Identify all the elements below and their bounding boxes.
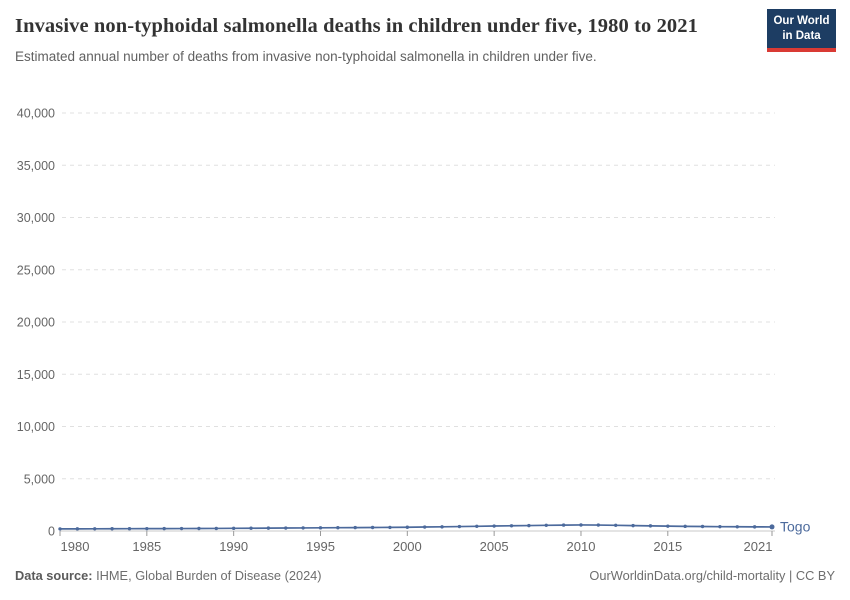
data-point[interactable] (457, 524, 462, 529)
x-tick-label: 2021 (744, 539, 773, 554)
data-point[interactable] (614, 523, 618, 528)
x-tick-label: 2010 (567, 539, 596, 554)
y-tick-label: 30,000 (17, 211, 55, 225)
y-tick-label: 10,000 (17, 420, 55, 434)
data-point[interactable] (769, 524, 775, 530)
chart-footer: Data source: IHME, Global Burden of Dise… (15, 568, 835, 583)
data-point[interactable] (75, 527, 80, 531)
data-source-label: Data source: (15, 568, 93, 583)
data-point[interactable] (127, 527, 132, 531)
chart-title: Invasive non-typhoidal salmonella deaths… (15, 15, 698, 37)
y-tick-label: 25,000 (17, 263, 55, 277)
data-point[interactable] (249, 526, 253, 530)
data-point[interactable] (336, 526, 340, 530)
data-point[interactable] (422, 525, 427, 529)
data-point[interactable] (145, 526, 149, 531)
data-point[interactable] (561, 523, 566, 527)
chart-subtitle: Estimated annual number of deaths from i… (15, 49, 597, 65)
x-tick-label: 2015 (653, 539, 682, 554)
data-point[interactable] (370, 525, 375, 530)
y-tick-label: 40,000 (17, 107, 55, 121)
data-point[interactable] (596, 523, 601, 527)
data-point[interactable] (353, 525, 357, 530)
y-tick-label: 35,000 (17, 159, 55, 173)
data-point[interactable] (718, 524, 722, 529)
data-point[interactable] (301, 526, 305, 530)
data-source-text: IHME, Global Burden of Disease (2024) (92, 568, 322, 583)
data-point[interactable] (388, 525, 392, 530)
data-point[interactable] (700, 524, 705, 529)
data-point[interactable] (492, 524, 496, 528)
series-label-togo[interactable]: Togo (780, 518, 811, 534)
data-point[interactable] (475, 524, 479, 528)
data-point[interactable] (683, 524, 687, 529)
data-point[interactable] (631, 523, 635, 528)
owid-logo-line2: in Data (782, 29, 821, 42)
data-point[interactable] (284, 526, 288, 530)
data-point[interactable] (179, 526, 184, 531)
data-point[interactable] (197, 526, 201, 531)
owid-logo[interactable]: Our World in Data (767, 9, 836, 52)
data-source: Data source: IHME, Global Burden of Dise… (15, 568, 322, 583)
data-point[interactable] (318, 526, 323, 530)
data-point[interactable] (162, 526, 166, 531)
x-tick-label: 2000 (393, 539, 422, 554)
data-point[interactable] (579, 523, 583, 527)
data-point[interactable] (58, 527, 62, 531)
data-point[interactable] (231, 526, 236, 531)
y-tick-label: 20,000 (17, 316, 55, 330)
data-point[interactable] (544, 523, 548, 528)
y-tick-label: 5,000 (24, 472, 55, 486)
data-point[interactable] (110, 527, 114, 531)
x-tick-label: 1985 (132, 539, 161, 554)
x-tick-label: 1995 (306, 539, 335, 554)
chart-header: Invasive non-typhoidal salmonella deaths… (15, 13, 750, 64)
data-point[interactable] (527, 523, 531, 528)
data-point[interactable] (214, 526, 218, 531)
x-tick-label: 1990 (219, 539, 248, 554)
data-point[interactable] (440, 525, 444, 529)
y-tick-label: 15,000 (17, 368, 55, 382)
data-point[interactable] (752, 525, 757, 529)
data-point[interactable] (405, 525, 410, 529)
data-point[interactable] (735, 525, 739, 529)
data-point[interactable] (648, 524, 653, 528)
x-tick-label: 1980 (61, 539, 90, 554)
series-line-togo[interactable] (59, 524, 773, 530)
data-point[interactable] (666, 524, 670, 528)
y-tick-label: 0 (48, 525, 55, 539)
owid-logo-line1: Our World (773, 15, 830, 28)
data-point[interactable] (93, 527, 97, 531)
owid-link[interactable]: OurWorldinData.org/child-mortality | CC … (589, 568, 835, 583)
data-point[interactable] (509, 524, 514, 528)
data-point[interactable] (266, 526, 271, 530)
x-tick-label: 2005 (480, 539, 509, 554)
